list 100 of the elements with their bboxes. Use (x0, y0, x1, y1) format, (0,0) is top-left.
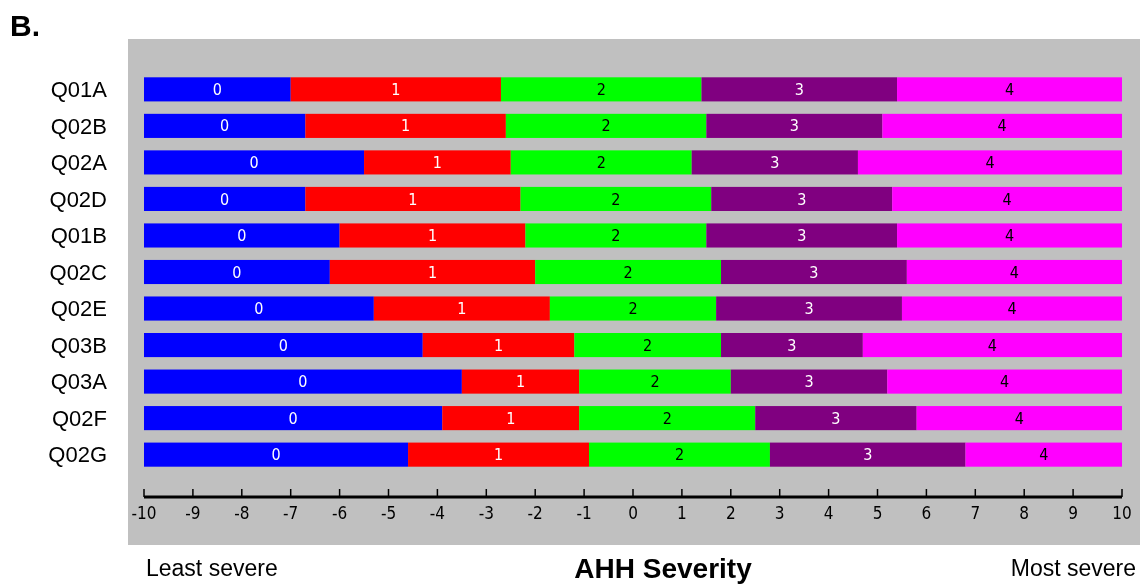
text: 1 (493, 335, 504, 355)
x-tick-label: 1 (677, 503, 687, 523)
bar (887, 369, 1122, 394)
bar (144, 113, 306, 138)
bar (520, 186, 712, 211)
text: Least severe (146, 555, 278, 581)
text: 2 (623, 262, 633, 282)
text: 3 (797, 189, 807, 209)
bar (716, 296, 902, 321)
series-label: 2 (601, 116, 611, 136)
text: 1 (391, 79, 401, 99)
bar (721, 259, 907, 285)
x-tick-label: -9 (185, 503, 201, 523)
x-tick-label: -8 (234, 503, 250, 523)
x-tick-label: 8 (1019, 503, 1030, 523)
x-tick-label: 7 (970, 503, 981, 523)
bar (965, 442, 1122, 467)
text: 1 (506, 408, 516, 428)
chart-title: B. (10, 9, 40, 42)
bar (535, 259, 722, 285)
text: 4 (1000, 372, 1010, 392)
bar (305, 186, 521, 211)
text: 2 (650, 372, 660, 392)
bar (500, 77, 702, 102)
bar (461, 369, 580, 394)
bar (892, 186, 1122, 211)
bar (916, 406, 1122, 431)
x-tick-label: -7 (283, 503, 299, 523)
bar (588, 442, 770, 467)
bar (144, 442, 409, 467)
text: 0 (254, 299, 264, 319)
bar (721, 333, 863, 358)
bar (769, 442, 966, 467)
text: 0 (278, 335, 288, 355)
bar (144, 186, 306, 211)
text: 3 (831, 408, 841, 428)
bar (144, 223, 340, 248)
text: 2 (596, 153, 606, 173)
bar (691, 150, 858, 175)
x-tick-label: 6 (921, 503, 932, 523)
bar (144, 369, 462, 394)
bar (574, 333, 722, 358)
series-label: 4 (997, 116, 1007, 136)
text: 2 (662, 408, 672, 428)
text: 3 (863, 445, 873, 465)
x-tick-label: -4 (429, 503, 446, 523)
x-axis-title: AHH Severity (574, 553, 753, 584)
text: 0 (288, 408, 298, 428)
bar (373, 296, 550, 321)
bar (422, 333, 575, 358)
bar (579, 406, 756, 431)
text: 0 (212, 79, 222, 99)
text: 0 (271, 445, 281, 465)
bar (525, 223, 707, 248)
bar (505, 113, 707, 138)
bar (144, 259, 330, 285)
y-tick-label: Q02A (50, 150, 108, 176)
text: 3 (770, 153, 780, 173)
x-tick-label: -10 (131, 503, 157, 523)
text: 3 (804, 299, 814, 319)
x-tick-label: 0 (628, 503, 638, 523)
text: 4 (1039, 445, 1049, 465)
x-tick-label: 5 (872, 503, 883, 523)
bar (144, 333, 423, 358)
text: 4 (985, 153, 995, 173)
series-label: 3 (789, 116, 799, 136)
bar (701, 77, 898, 102)
bar (897, 77, 1122, 102)
text: 1 (408, 189, 418, 209)
text: 3 (797, 226, 807, 246)
series-label: 1 (401, 116, 411, 136)
text: 3 (804, 372, 814, 392)
x-tick-label: -3 (478, 503, 494, 523)
text: 1 (427, 262, 438, 282)
x-tick-label: -2 (527, 503, 543, 523)
text: 2 (674, 445, 685, 465)
bar (906, 259, 1122, 285)
series-label: 0 (220, 116, 230, 136)
bar (549, 296, 717, 321)
text: 1 (457, 299, 467, 319)
y-tick-label: Q01A (50, 77, 108, 103)
text: 1 (427, 226, 438, 246)
bar (144, 406, 443, 431)
bar (144, 150, 365, 175)
bar (364, 150, 511, 175)
x-tick-label: -1 (576, 503, 592, 523)
text: 3 (787, 335, 797, 355)
bar (329, 259, 536, 285)
bar (901, 296, 1122, 321)
bar (711, 186, 893, 211)
bar (857, 150, 1122, 175)
text: 0 (237, 226, 247, 246)
text: 4 (1009, 262, 1019, 282)
x-tick-label: 4 (823, 503, 834, 523)
y-tick-label: Q02D (49, 186, 107, 212)
bar (144, 77, 291, 102)
text: 1 (515, 372, 526, 392)
text: 0 (220, 189, 230, 209)
x-tick-label: -6 (331, 503, 348, 523)
bar (730, 369, 888, 394)
